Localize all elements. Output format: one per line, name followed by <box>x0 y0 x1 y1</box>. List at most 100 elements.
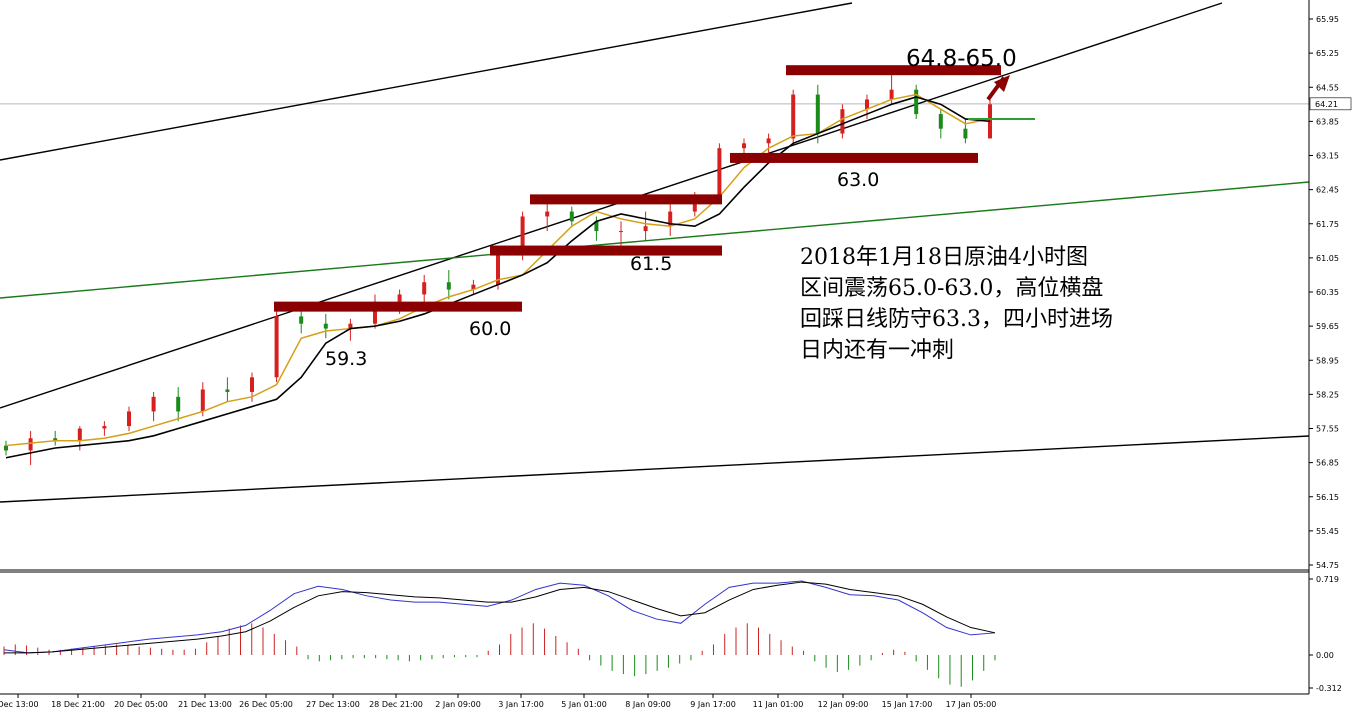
candle-body <box>151 396 156 412</box>
candle-body <box>791 94 796 139</box>
zone-62-2 <box>530 194 722 205</box>
macd-y-tick-label: -0.312 <box>1316 684 1342 693</box>
candle-body <box>348 323 353 329</box>
y-tick-label: 56.15 <box>1316 493 1339 502</box>
main-price-panel: 64.8-65.0 63.0 61.5 60.0 59.3 2018年1月18日原油4小时… <box>0 2 1310 503</box>
x-tick-label: 5 Jan 01:00 <box>561 700 607 709</box>
candle-body <box>299 316 304 324</box>
target-arrow-head <box>994 75 1010 92</box>
current-price-label: 64.21 <box>1315 100 1338 109</box>
candle-body <box>373 301 377 324</box>
signal-line <box>4 581 996 654</box>
support-zone-63-0 <box>730 152 978 163</box>
candle-body <box>889 89 894 100</box>
y-tick-label: 63.85 <box>1316 117 1339 126</box>
x-tick-label: 28 Dec 21:00 <box>369 700 423 709</box>
candle-body <box>250 377 254 392</box>
x-tick-label: 8 Jan 09:00 <box>625 700 671 709</box>
candle-body <box>102 426 107 429</box>
annotation-61-5: 61.5 <box>630 253 672 275</box>
y-tick-label: 58.95 <box>1316 356 1339 365</box>
candle-body <box>127 411 131 427</box>
candle-body <box>520 216 525 256</box>
candle-body <box>938 114 943 129</box>
macd-panel <box>3 580 996 687</box>
candle-body <box>53 438 58 441</box>
note-line-2: 区间震荡65.0-63.0，高位横盘 <box>800 276 1103 301</box>
current-price-tag <box>1309 97 1352 111</box>
candle-body <box>323 323 328 329</box>
macd-line <box>3 580 996 654</box>
x-tick-label: 21 Dec 13:00 <box>178 700 232 709</box>
annotation-59-3: 59.3 <box>325 348 367 370</box>
x-tick-label: 27 Dec 13:00 <box>306 700 360 709</box>
support-zone-60-0 <box>274 301 522 312</box>
macd-y-tick-label: 0.00 <box>1316 651 1334 660</box>
candle-body <box>815 94 820 134</box>
candle-body <box>865 99 869 110</box>
candle-body <box>496 255 500 285</box>
candle-body <box>717 148 722 197</box>
support-zone-61-5 <box>490 245 722 256</box>
candle-body <box>200 389 205 412</box>
candle-body <box>274 316 279 378</box>
green-trend-line <box>0 181 1310 299</box>
x-tick-label: 3 Jan 17:00 <box>498 700 544 709</box>
candle-body <box>963 128 968 139</box>
x-tick-label: 11 Jan 01:00 <box>753 700 804 709</box>
y-tick-label: 61.05 <box>1316 254 1339 263</box>
moving-average-line <box>5 93 991 447</box>
annotation-63-0: 63.0 <box>837 169 879 191</box>
annotation-60-0: 60.0 <box>469 318 511 340</box>
y-tick-label: 61.75 <box>1316 220 1339 229</box>
macd-y-tick-label: 0.719 <box>1316 575 1339 584</box>
y-tick-label: 64.55 <box>1316 83 1339 92</box>
candle-body <box>446 282 451 290</box>
candle-body <box>766 138 771 144</box>
candle-body <box>840 109 845 134</box>
candle-body <box>619 231 623 233</box>
y-tick-label: 65.95 <box>1316 15 1339 24</box>
candle-body <box>77 428 82 441</box>
resistance-zone-64-8 <box>786 65 1001 76</box>
candle-body <box>594 221 599 232</box>
x-tick-label: 9 Jan 17:00 <box>690 700 736 709</box>
candle-body <box>643 226 648 232</box>
candle-body <box>176 396 181 412</box>
lower-channel-line <box>0 435 1310 503</box>
y-tick-label: 62.45 <box>1316 186 1339 195</box>
note-line-1: 2018年1月18日原油4小时图 <box>800 245 1088 270</box>
y-tick-label: 60.35 <box>1316 288 1339 297</box>
y-tick-label: 55.45 <box>1316 527 1339 536</box>
x-tick-label: Dec 13:00 <box>0 700 39 709</box>
note-line-3: 回踩日线防守63.3，四小时进场 <box>800 307 1113 332</box>
note-line-4: 日内还有一冲刺 <box>800 338 954 363</box>
candle-body <box>914 89 919 115</box>
y-tick-label: 57.55 <box>1316 425 1339 434</box>
x-tick-label: 2 Jan 09:00 <box>435 700 481 709</box>
candle-body <box>397 294 402 302</box>
y-tick-label: 54.75 <box>1316 561 1339 570</box>
candle-body <box>742 143 746 149</box>
y-tick-label: 65.25 <box>1316 49 1339 58</box>
x-tick-label: 17 Jan 05:00 <box>946 700 997 709</box>
y-tick-label: 58.25 <box>1316 390 1339 399</box>
candle-body <box>4 445 8 451</box>
candle-body <box>225 389 230 392</box>
x-tick-label: 15 Jan 17:00 <box>882 700 933 709</box>
candle-body <box>545 211 550 217</box>
y-tick-label: 63.15 <box>1316 152 1339 161</box>
moving-average-line <box>5 96 991 459</box>
x-tick-label: 18 Dec 21:00 <box>51 700 105 709</box>
upper-channel-line <box>0 2 853 161</box>
middle-trend-line <box>0 2 1223 409</box>
candle-body <box>668 211 673 227</box>
candle-body <box>569 211 574 222</box>
y-tick-label: 56.85 <box>1316 459 1339 468</box>
annotation-64-8-65-0: 64.8-65.0 <box>906 46 1017 72</box>
x-tick-label: 20 Dec 05:00 <box>114 700 168 709</box>
x-tick-label: 26 Dec 05:00 <box>239 700 293 709</box>
